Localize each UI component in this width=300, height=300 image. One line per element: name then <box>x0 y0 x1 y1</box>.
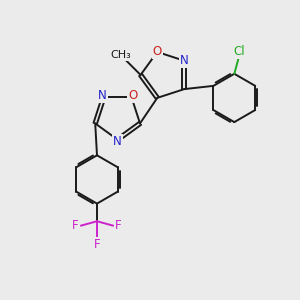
Text: Cl: Cl <box>233 45 244 58</box>
Text: CH₃: CH₃ <box>110 50 131 60</box>
Text: N: N <box>113 135 122 148</box>
Text: O: O <box>128 89 138 102</box>
Text: N: N <box>180 54 189 67</box>
Text: F: F <box>115 219 122 232</box>
Text: F: F <box>72 219 79 232</box>
Text: O: O <box>153 46 162 59</box>
Text: F: F <box>94 238 100 251</box>
Text: N: N <box>98 89 107 102</box>
